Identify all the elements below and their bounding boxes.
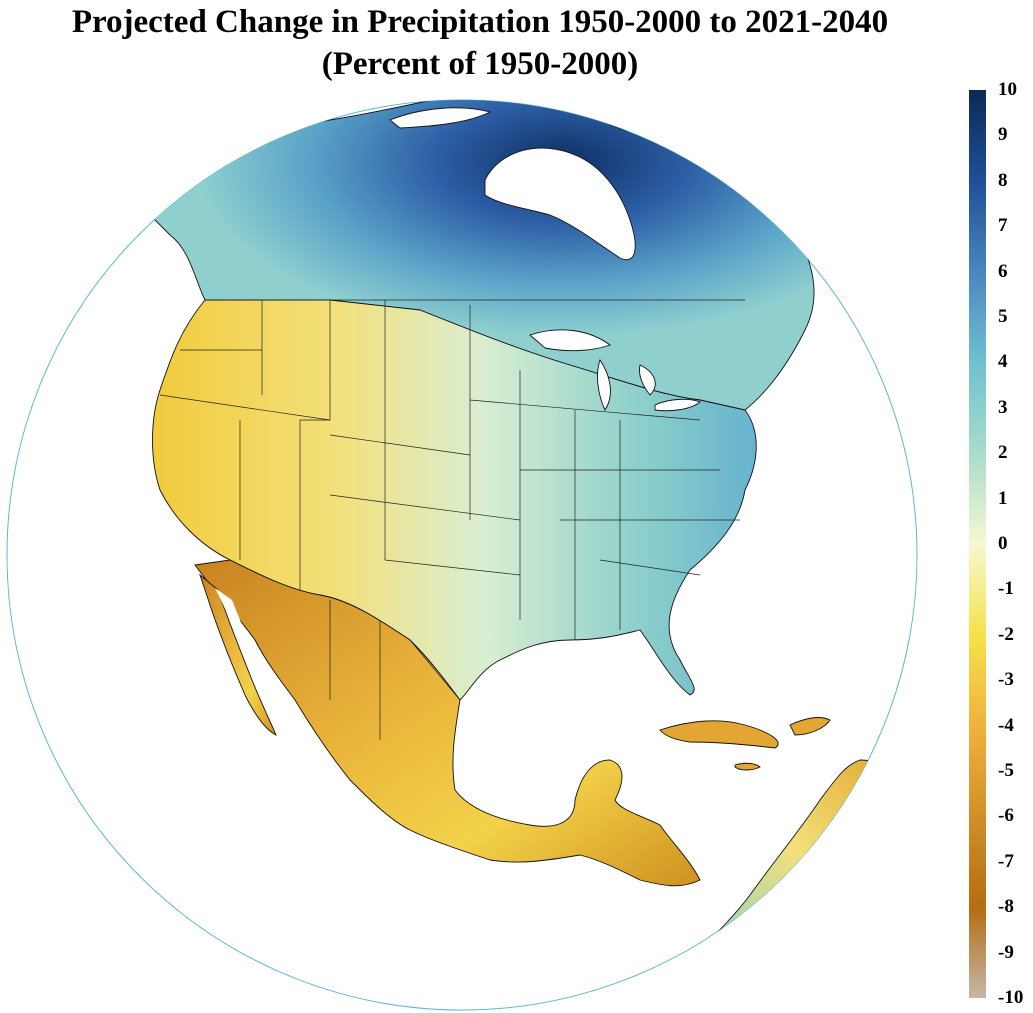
great-lakes xyxy=(597,358,611,411)
colorbar-tick-label: 9 xyxy=(998,124,1008,146)
baja-california xyxy=(199,573,277,736)
colorbar-tick-label: -5 xyxy=(998,760,1014,781)
gulf-of-california xyxy=(215,588,262,672)
colorbar-tick-label: -4 xyxy=(998,714,1014,736)
colorbar-tick-label: -1 xyxy=(998,578,1014,600)
map-title: Projected Change in Precipitation 1950-2… xyxy=(71,4,889,40)
colorbar-tick-label: 2 xyxy=(998,442,1008,464)
colorbar-tick-label: -2 xyxy=(998,623,1014,645)
colorbar-tick-label: -3 xyxy=(998,669,1014,691)
hudson-bay xyxy=(484,147,636,261)
colorbar-tick-label: -10 xyxy=(998,987,1024,1008)
colorbar-tick-label: 0 xyxy=(998,533,1008,554)
jamaica xyxy=(734,762,761,771)
great-lakes xyxy=(639,364,656,396)
colorbar-tick-label: 5 xyxy=(998,306,1008,327)
arctic-island xyxy=(389,107,492,129)
great-lakes xyxy=(654,398,701,412)
colorbar xyxy=(969,90,986,998)
great-lakes xyxy=(529,329,611,352)
colorbar-tick-label: 1 xyxy=(998,487,1008,509)
colorbar-tick-label: -6 xyxy=(998,805,1014,827)
colorbar-tick-label: 10 xyxy=(998,79,1017,100)
colorbar-tick-label: 4 xyxy=(998,351,1008,373)
map-subtitle: (Percent of 1950-2000) xyxy=(321,46,639,82)
colorbar-tick-label: -8 xyxy=(998,896,1014,918)
colorbar-tick-label: 8 xyxy=(998,169,1008,191)
colorbar-tick-label: -9 xyxy=(998,941,1014,963)
colorbar-tick-label: -7 xyxy=(998,850,1014,872)
cuba xyxy=(659,720,779,749)
colorbar-tick-label: 6 xyxy=(998,260,1008,282)
colorbar-tick-label: 3 xyxy=(998,396,1008,418)
colorbar-tick-label: 7 xyxy=(998,215,1008,237)
hispaniola xyxy=(789,717,831,736)
mexico-landmass xyxy=(194,559,701,887)
